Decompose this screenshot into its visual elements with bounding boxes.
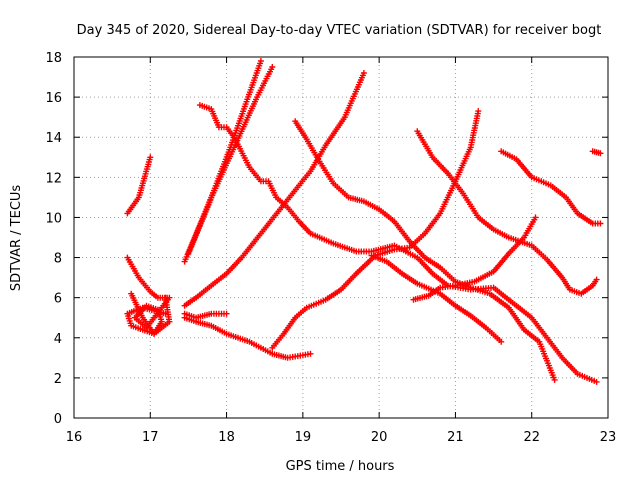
data-series [124, 58, 604, 385]
series-arc-f [181, 70, 367, 309]
data-point [162, 294, 169, 301]
x-tick-label: 19 [295, 430, 312, 445]
series-arc-i [196, 102, 600, 385]
y-tick-label: 16 [45, 91, 62, 106]
series-arc-o [498, 148, 604, 227]
y-tick-label: 12 [45, 171, 62, 186]
series-arc-a [124, 154, 154, 217]
y-tick-label: 6 [54, 292, 62, 307]
x-tick-label: 18 [218, 430, 235, 445]
data-point [223, 310, 230, 317]
series-arc-l [368, 252, 505, 345]
series-arc-h [185, 64, 276, 257]
data-point [551, 376, 558, 383]
y-tick-label: 18 [45, 51, 62, 66]
data-point [593, 276, 600, 283]
data-point [307, 350, 314, 357]
data-point [597, 150, 604, 157]
data-point [147, 154, 154, 161]
x-tick-label: 20 [371, 430, 388, 445]
data-point [269, 64, 276, 70]
data-point [475, 108, 482, 115]
x-tick-label: 21 [447, 430, 464, 445]
y-tick-label: 10 [45, 211, 62, 226]
series-arc-k [292, 118, 558, 383]
grid [74, 57, 608, 418]
data-point [360, 70, 367, 76]
series-arc-j [269, 108, 482, 351]
y-tick-label: 4 [54, 332, 62, 347]
series-arc-n [410, 214, 539, 303]
x-tick-label: 16 [66, 430, 83, 445]
y-tick-label: 2 [54, 372, 62, 387]
y-tick-label: 0 [54, 412, 62, 427]
series-arc-m [414, 128, 600, 297]
data-point [498, 338, 505, 345]
x-axis-label: GPS time / hours [286, 459, 395, 474]
x-tick-label: 23 [600, 430, 617, 445]
y-tick-label: 14 [45, 131, 62, 146]
y-axis-label: SDTVAR / TECUs [9, 185, 24, 292]
series-arc-e [181, 310, 230, 321]
series-arc-p [589, 148, 604, 157]
data-point [532, 214, 539, 221]
chart-title: Day 345 of 2020, Sidereal Day-to-day VTE… [77, 23, 602, 38]
data-point [597, 220, 604, 227]
axis-ticks: 16 17 18 19 20 21 22 23 0 2 4 6 8 10 12 14 16 18 [45, 51, 616, 445]
data-point [593, 378, 600, 385]
x-tick-label: 22 [523, 430, 540, 445]
y-tick-label: 8 [54, 252, 62, 267]
data-point [257, 58, 264, 64]
series-arc-c [128, 290, 173, 337]
x-tick-label: 17 [142, 430, 159, 445]
plot-frame [73, 56, 609, 419]
series-arc-g [181, 58, 264, 265]
